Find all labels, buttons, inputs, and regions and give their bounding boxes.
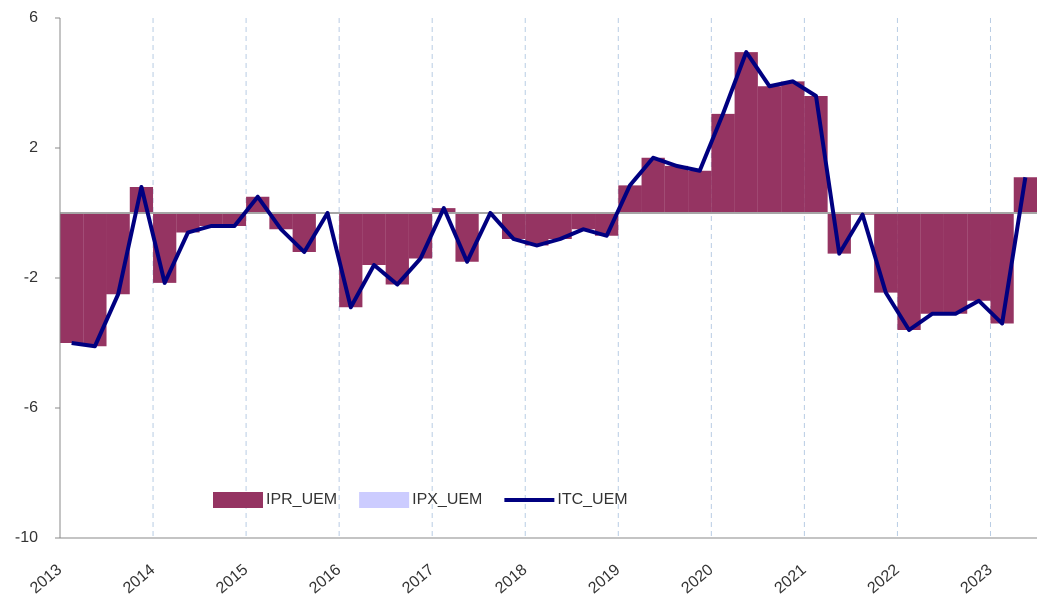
bar <box>967 213 991 301</box>
bar <box>897 213 921 330</box>
bar <box>920 213 944 314</box>
bar <box>501 213 526 239</box>
x-tick-label: 2013 <box>27 561 65 597</box>
bar <box>734 52 758 213</box>
bar <box>385 213 409 285</box>
legend-label: IPR_UEM <box>266 491 337 508</box>
bar <box>571 213 596 230</box>
bar <box>711 113 735 213</box>
bar <box>757 86 782 213</box>
x-tick-label: 2014 <box>120 561 158 597</box>
bar <box>455 213 479 262</box>
bar <box>664 165 689 213</box>
bar <box>60 213 84 343</box>
x-tick-label: 2023 <box>958 561 996 597</box>
bar <box>269 213 293 230</box>
bar <box>176 213 200 233</box>
x-tick-label: 2020 <box>678 561 716 597</box>
bar <box>83 213 107 347</box>
legend-swatch <box>213 492 263 508</box>
bar <box>362 213 386 265</box>
x-tick-label: 2017 <box>399 561 437 597</box>
x-tick-label: 2019 <box>585 561 623 597</box>
y-tick-label: -6 <box>24 399 38 416</box>
y-tick-label: 6 <box>29 9 38 26</box>
x-tick-label: 2021 <box>771 561 809 597</box>
bar <box>618 185 642 213</box>
y-tick-label: 2 <box>29 139 38 156</box>
x-tick-label: 2018 <box>492 561 530 597</box>
legend-label: ITC_UEM <box>557 491 627 508</box>
legend-swatch <box>359 492 410 508</box>
bar <box>548 213 572 239</box>
bar <box>874 213 898 293</box>
y-tick-label: -2 <box>24 269 38 286</box>
x-tick-label: 2015 <box>213 561 251 597</box>
bar <box>525 213 549 246</box>
bar <box>688 170 712 213</box>
bar <box>641 157 665 213</box>
bar <box>408 213 433 259</box>
legend-label: IPX_UEM <box>412 491 482 508</box>
x-tick-label: 2022 <box>865 561 903 597</box>
bar <box>199 213 223 226</box>
bar <box>943 213 968 314</box>
x-tick-label: 2016 <box>306 561 344 597</box>
bar <box>246 196 270 213</box>
bar <box>781 81 805 213</box>
line <box>71 50 1028 349</box>
y-tick-label: -10 <box>15 529 38 546</box>
